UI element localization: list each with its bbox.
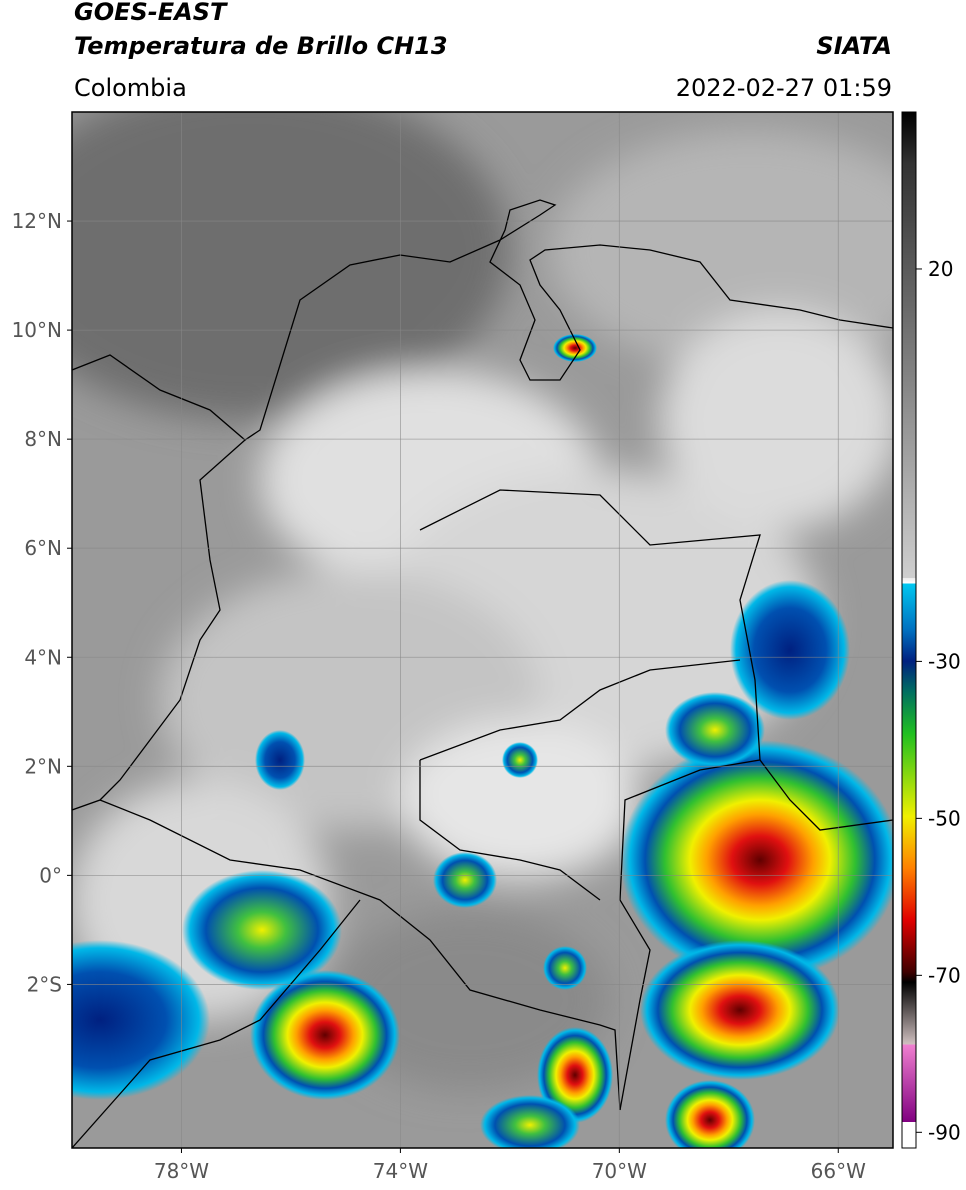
x-tick-label: 74°W bbox=[373, 1159, 428, 1183]
y-tick-label: 2°N bbox=[24, 754, 62, 778]
colorbar-tick-label: -90 bbox=[928, 1120, 961, 1144]
y-tick-label: 8°N bbox=[24, 427, 62, 451]
title: GOES-EAST bbox=[74, 0, 228, 26]
y-tick-label: 4°N bbox=[24, 645, 62, 669]
colorbar-tick-label: 20 bbox=[928, 257, 953, 281]
colorbar-tick-label: -50 bbox=[928, 806, 961, 830]
grid bbox=[72, 112, 893, 1148]
y-tick-label: 6°N bbox=[24, 536, 62, 560]
y-tick-label: 2°S bbox=[27, 972, 62, 996]
colorbar-tick-label: -70 bbox=[928, 963, 961, 987]
x-tick-label: 66°W bbox=[811, 1159, 866, 1183]
colorbar-tick-label: -30 bbox=[928, 649, 961, 673]
y-tick-label: 12°N bbox=[12, 209, 62, 233]
x-tick-label: 70°W bbox=[592, 1159, 647, 1183]
x-tick-label: 78°W bbox=[154, 1159, 209, 1183]
map-frame bbox=[71, 111, 894, 1149]
region: Colombia bbox=[74, 74, 187, 102]
source: SIATA bbox=[816, 32, 892, 60]
satellite-image bbox=[72, 112, 893, 1148]
subtitle: Temperatura de Brillo CH13 bbox=[74, 32, 448, 60]
datetime: 2022-02-27 01:59 bbox=[676, 74, 892, 102]
colorbar bbox=[901, 111, 917, 1149]
y-tick-label: 10°N bbox=[12, 318, 62, 342]
y-tick-label: 0° bbox=[39, 863, 62, 887]
